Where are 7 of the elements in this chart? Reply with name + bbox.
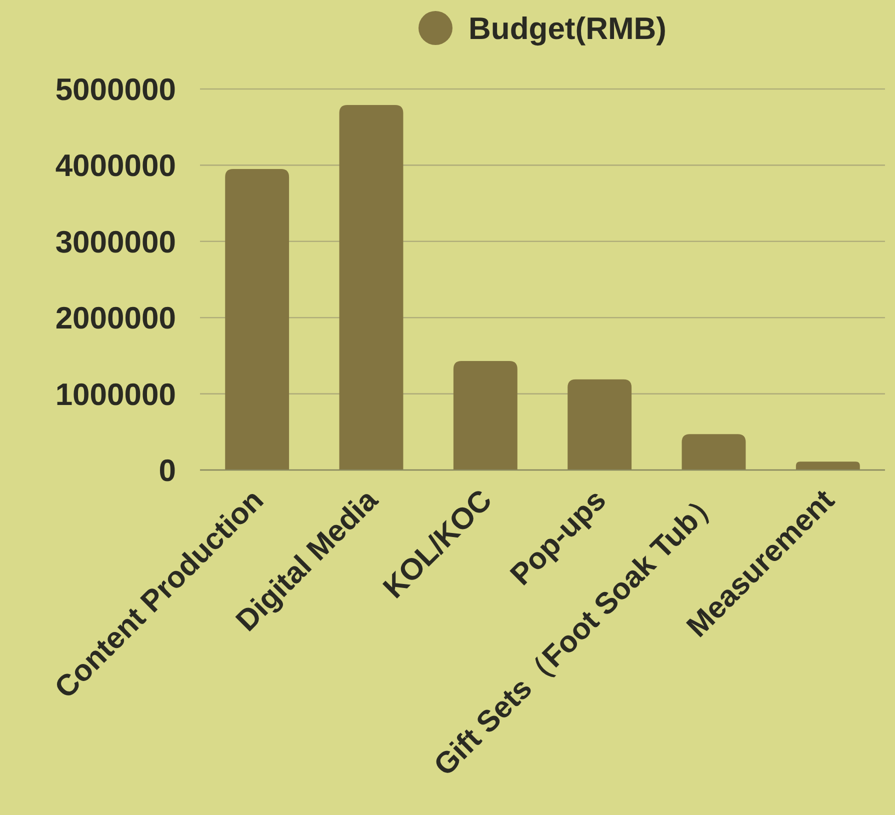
y-tick-label: 2000000 xyxy=(55,300,176,336)
y-tick-label: 1000000 xyxy=(55,376,176,412)
legend-label: Budget(RMB) xyxy=(468,11,667,46)
y-tick-label: 3000000 xyxy=(55,224,176,260)
y-tick-label: 5000000 xyxy=(55,72,176,107)
y-tick-label: 0 xyxy=(158,453,176,488)
y-tick-label: 4000000 xyxy=(55,148,176,184)
